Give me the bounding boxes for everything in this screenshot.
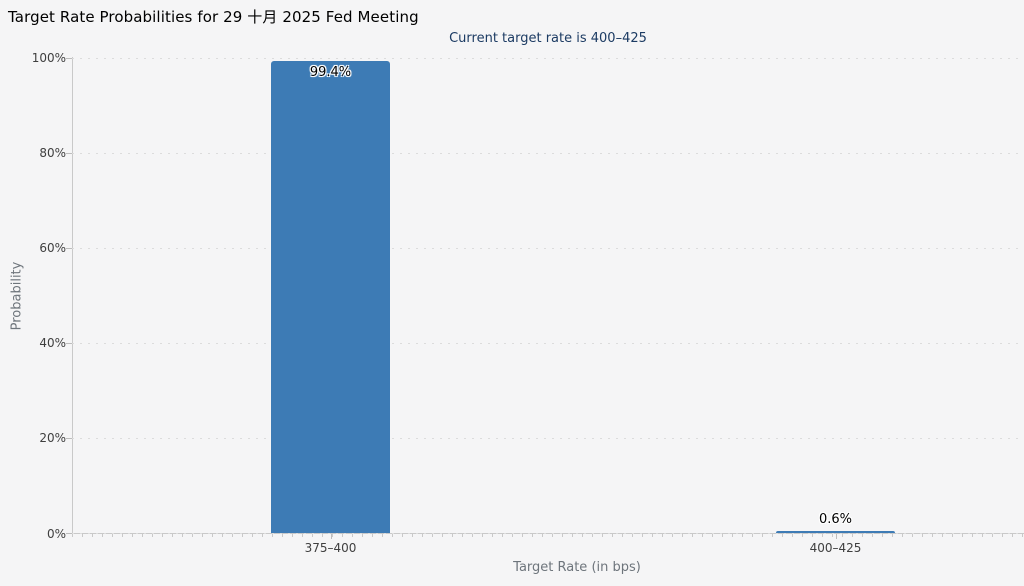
bar-400-425 (776, 530, 895, 534)
x-tick-label-375-400: 375–400 (304, 541, 357, 555)
chart-subtitle: Current target rate is 400–425 (449, 31, 647, 46)
gridline-0% (72, 533, 1024, 534)
chart-title: Target Rate Probabilities for 29 十月 2025… (8, 8, 419, 26)
x-tick-label-400-425: 400–425 (809, 541, 862, 555)
y-tick-label: 0% (46, 526, 66, 541)
bar-value-label-400-425: 0.6% (818, 511, 853, 527)
y-tick-mark (66, 533, 72, 534)
x-tick-mark (835, 534, 837, 539)
y-axis-title: Probability (9, 261, 25, 331)
gridline-20% (72, 437, 1024, 439)
y-tick-mark (66, 247, 72, 249)
y-tick-label: 60% (39, 241, 66, 256)
gridline-60% (72, 247, 1024, 249)
y-tick-mark (66, 152, 72, 154)
x-axis-title: Target Rate (in bps) (513, 560, 641, 575)
y-tick-label: 20% (39, 431, 66, 446)
y-tick-mark (66, 342, 72, 344)
y-tick-mark (66, 57, 72, 59)
gridline-80% (72, 152, 1024, 154)
y-tick-label: 80% (39, 146, 66, 161)
gridline-40% (72, 342, 1024, 344)
gridline-100% (72, 57, 1024, 59)
y-tick-mark (66, 437, 72, 439)
y-axis-line (72, 57, 73, 534)
x-axis-minor-ticks (72, 534, 1024, 537)
y-tick-label: 100% (31, 51, 66, 65)
bar-value-label-375-400: 99.4% (309, 64, 352, 80)
bar-375-400 (271, 60, 390, 534)
y-tick-label: 40% (39, 336, 66, 351)
x-tick-mark (330, 534, 332, 539)
